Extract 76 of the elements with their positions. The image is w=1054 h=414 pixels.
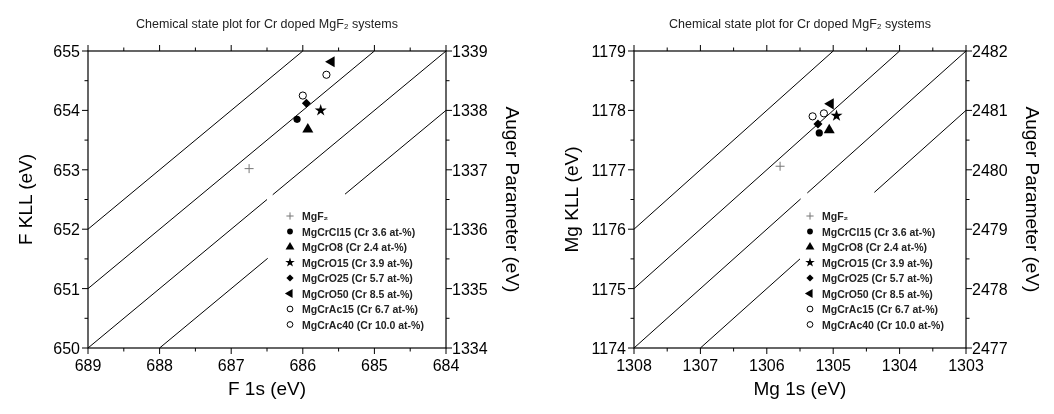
- y-tick-label: 652: [53, 221, 81, 239]
- legend-label: MgCrAc40 (Cr 10.0 at-%): [822, 318, 944, 331]
- y-tick-label: 1176: [591, 221, 627, 239]
- point: [325, 56, 335, 68]
- y-tick-label: 654: [53, 102, 81, 120]
- legend-label: MgCrO8 (Cr 2.4 at-%): [822, 241, 928, 253]
- y2-tick-label: 2478: [972, 280, 1008, 298]
- point: [301, 98, 311, 108]
- chart-title: Chemical state plot for Cr doped MgF₂ systems: [669, 17, 931, 31]
- y-tick-label: 1177: [591, 161, 627, 179]
- y-tick-label: 650: [53, 340, 81, 357]
- point: [823, 123, 835, 134]
- legend-label: MgF₂: [822, 210, 849, 222]
- point: [813, 119, 823, 129]
- legend-label: MgF₂: [302, 210, 329, 222]
- x-tick-label: 684: [432, 357, 460, 374]
- y2-tick-label: 2482: [972, 43, 1008, 60]
- y2-tick-label: 1336: [452, 221, 488, 239]
- y-tick-label: 655: [53, 43, 81, 60]
- point: [775, 161, 786, 172]
- y2-tick-label: 1338: [452, 102, 488, 120]
- x-tick-label: 688: [146, 357, 174, 374]
- legend-label: MgCrCl15 (Cr 3.6 at-%): [822, 225, 936, 238]
- point: [808, 112, 817, 121]
- y2-tick-label: 1334: [452, 340, 488, 357]
- y2-tick-label: 2477: [972, 340, 1008, 357]
- point: [322, 70, 331, 79]
- point: [293, 115, 301, 123]
- y-tick-label: 1175: [591, 280, 627, 298]
- legend-label: MgCrO50 (Cr 8.5 at-%): [822, 287, 933, 300]
- legend-label: MgCrCl15 (Cr 3.6 at-%): [302, 225, 416, 238]
- x-tick-label: 686: [289, 357, 317, 374]
- x-tick-label: 1306: [749, 357, 785, 374]
- x-tick-label: 685: [361, 357, 388, 374]
- x-tick-label: 1304: [881, 357, 918, 374]
- y2-tick-label: 2479: [972, 221, 1008, 239]
- y2-axis-title: Auger Parameter (eV): [1022, 106, 1043, 293]
- point: [314, 104, 327, 116]
- y-tick-label: 1178: [591, 102, 627, 120]
- legend-label: MgCrO50 (Cr 8.5 at-%): [302, 287, 413, 300]
- point: [298, 91, 307, 100]
- y2-tick-label: 2481: [972, 102, 1008, 120]
- y-tick-label: 651: [53, 280, 81, 298]
- y-tick-label: 1174: [591, 340, 627, 357]
- legend-label: MgCrO15 (Cr 3.9 at-%): [302, 256, 413, 269]
- point: [302, 123, 314, 133]
- legend-label: MgCrAc40 (Cr 10.0 at-%): [302, 318, 424, 331]
- y2-tick-label: 1337: [452, 161, 488, 179]
- y-tick-label: 1179: [591, 43, 627, 60]
- legend-label: MgCrO15 (Cr 3.9 at-%): [822, 256, 933, 269]
- y2-tick-label: 1339: [452, 43, 488, 60]
- legend-label: MgCrO8 (Cr 2.4 at-%): [302, 241, 408, 253]
- point: [819, 109, 828, 118]
- y2-tick-label: 2480: [972, 161, 1008, 179]
- y2-tick-label: 1335: [452, 280, 488, 298]
- y-tick-label: 653: [53, 161, 81, 179]
- y-axis-title: F KLL (eV): [15, 153, 36, 246]
- point: [824, 98, 834, 110]
- x-tick-label: 1305: [815, 357, 852, 374]
- point: [815, 129, 823, 137]
- y2-axis-title: Auger Parameter (eV): [502, 106, 523, 293]
- x-tick-label: 1303: [948, 357, 984, 374]
- y-axis-title: Mg KLL (eV): [561, 146, 582, 253]
- x-axis-title: Mg 1s (eV): [753, 378, 847, 399]
- x-tick-label: 1308: [616, 357, 652, 374]
- x-tick-label: 689: [74, 357, 102, 374]
- legend-label: MgCrAc15 (Cr 6.7 at-%): [302, 303, 419, 315]
- x-axis-title: F 1s (eV): [227, 378, 307, 399]
- x-tick-label: 687: [217, 357, 245, 374]
- x-tick-label: 1307: [682, 357, 719, 374]
- legend-label: MgCrAc15 (Cr 6.7 at-%): [822, 303, 939, 315]
- legend-label: MgCrO25 (Cr 5.7 at-%): [302, 272, 413, 284]
- chart-title: Chemical state plot for Cr doped MgF₂ systems: [136, 17, 398, 31]
- legend-label: MgCrO25 (Cr 5.7 at-%): [822, 272, 933, 284]
- point: [830, 109, 843, 121]
- point: [244, 163, 255, 174]
